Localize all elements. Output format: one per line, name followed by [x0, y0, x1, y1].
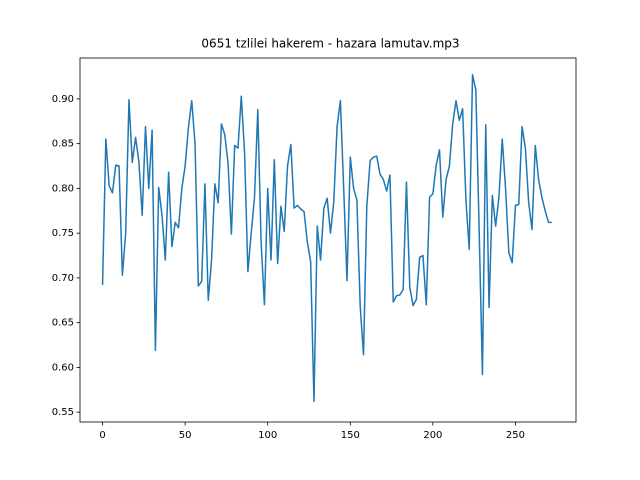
y-tick-label: 0.65	[52, 318, 74, 329]
y-tick-label: 0.85	[52, 139, 74, 150]
x-tick-label: 100	[258, 430, 277, 441]
y-tick-label: 0.55	[52, 407, 74, 418]
x-tick-label: 0	[99, 430, 105, 441]
chart-title: 0651 tzlilei hakerem - hazara lamutav.mp…	[201, 37, 459, 51]
y-tick-label: 0.60	[52, 362, 74, 373]
x-tick-label: 150	[341, 430, 360, 441]
x-tick-label: 250	[506, 430, 525, 441]
y-tick-label: 0.90	[52, 94, 74, 105]
data-line	[101, 73, 552, 403]
x-tick-label: 50	[179, 430, 192, 441]
y-tick-label: 0.75	[52, 228, 74, 239]
plot-frame	[79, 57, 577, 423]
y-tick-label: 0.70	[52, 273, 74, 284]
x-tick-label: 200	[423, 430, 442, 441]
y-tick-label: 0.80	[52, 183, 74, 194]
